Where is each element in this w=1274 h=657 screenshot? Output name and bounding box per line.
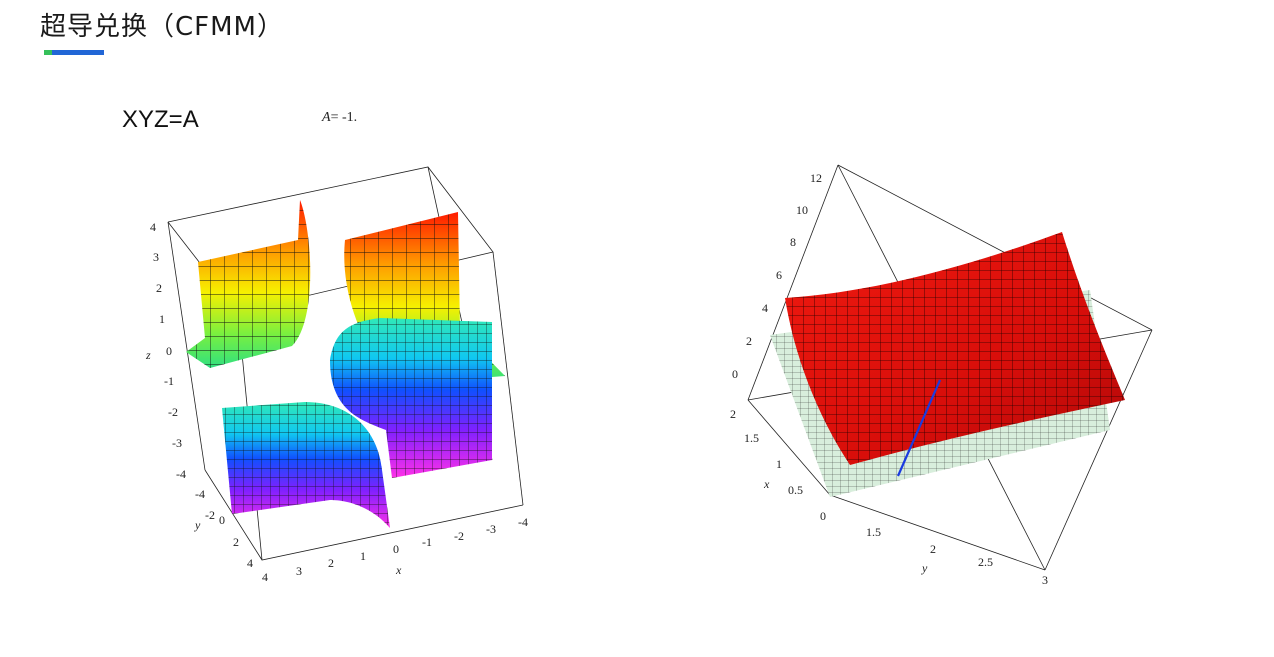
tick-label: 1.5 [744, 431, 759, 445]
tick-label: 0.5 [788, 483, 803, 497]
tick-label: -3 [172, 436, 182, 450]
tick-label: 2 [730, 407, 736, 421]
axis-label-x: x [395, 563, 402, 577]
tick-label: 4 [762, 301, 768, 315]
tick-label: -2 [168, 405, 178, 419]
tick-label: 12 [810, 171, 822, 185]
tick-label: 10 [796, 203, 808, 217]
parameter-name: A [322, 110, 331, 125]
tick-label: 2.5 [978, 555, 993, 569]
tick-label: -2 [454, 529, 464, 543]
right-z-ticks: 12 10 8 6 4 2 0 [732, 171, 822, 381]
tick-label: -4 [176, 467, 186, 481]
tick-label: -4 [518, 515, 528, 529]
tick-label: 2 [233, 535, 239, 549]
tick-label: 1 [159, 312, 165, 326]
tick-label: -3 [486, 522, 496, 536]
axis-label-x-right: x [763, 477, 770, 491]
tick-label: -1 [422, 535, 432, 549]
parameter-label: A= -1. [322, 110, 357, 126]
tick-label: 1.5 [866, 525, 881, 539]
tick-label: 3 [1042, 573, 1048, 587]
parameter-value: = -1. [330, 110, 358, 125]
tick-label: 1 [776, 457, 782, 471]
tick-label: -1 [164, 374, 174, 388]
tick-label: -4 [195, 487, 205, 501]
tick-label: 6 [776, 268, 782, 282]
right-y-ticks: 1.5 2 2.5 3 [866, 525, 1048, 587]
left-x-ticks: 4 3 2 1 0 -1 -2 -3 -4 [262, 515, 528, 584]
left-y-ticks: -4 -2 0 2 4 [195, 487, 253, 570]
tick-label: 0 [219, 513, 225, 527]
blue-line [896, 379, 942, 477]
equation-label: XYZ=A [122, 106, 199, 133]
left-z-ticks: 4 3 2 1 0 -1 -2 -3 -4 [150, 220, 186, 481]
tick-label: 0 [393, 542, 399, 556]
red-surface [785, 232, 1125, 465]
axis-label-z: z [145, 348, 151, 362]
tick-label: 0 [732, 367, 738, 381]
surface-bottom-right [330, 318, 492, 478]
tick-label: 4 [262, 570, 268, 584]
tick-label: 2 [930, 542, 936, 556]
surface-bottom-left [222, 402, 390, 528]
tick-label: 4 [150, 220, 156, 234]
tick-label: 0 [166, 344, 172, 358]
tick-label: 4 [247, 556, 253, 570]
tick-label: 2 [746, 334, 752, 348]
axis-label-y: y [194, 518, 201, 532]
tick-label: 3 [296, 564, 302, 578]
axis-label-y-right: y [921, 561, 928, 575]
tick-label: 2 [328, 556, 334, 570]
tick-label: 2 [156, 281, 162, 295]
surface-top-left [186, 200, 311, 368]
tick-label: 0 [820, 509, 826, 523]
right-x-ticks: 2 1.5 1 0.5 0 [730, 407, 826, 523]
tick-label: -2 [205, 508, 215, 522]
tick-label: 1 [360, 549, 366, 563]
slide-title: 超导兑换（CFMM） [40, 12, 284, 42]
tick-label: 3 [153, 250, 159, 264]
tick-label: 8 [790, 235, 796, 249]
title-underline [44, 50, 104, 55]
